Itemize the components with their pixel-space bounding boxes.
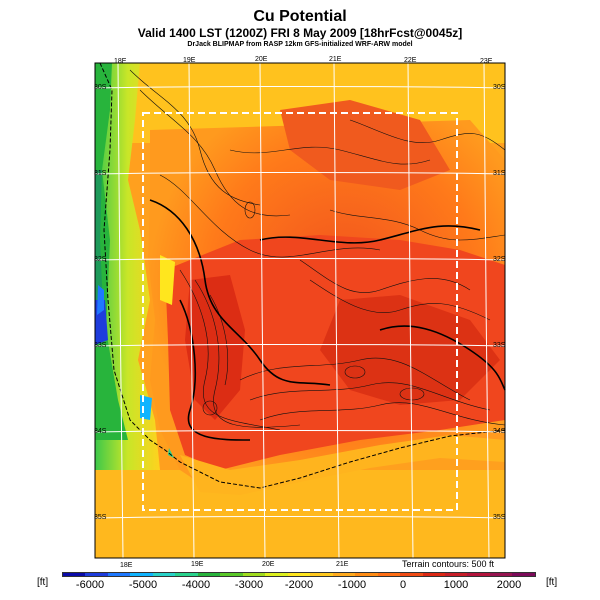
colorbar-unit-right: [ft] — [546, 577, 558, 588]
colorbar-tick-label: -3000 — [234, 579, 264, 591]
colorbar-swatch — [400, 573, 423, 576]
colorbar-tick-label: 1000 — [443, 579, 469, 591]
colorbar-tick-label: -6000 — [75, 579, 105, 591]
colorbar-swatch — [63, 573, 86, 576]
colorbar-tick-label: -1000 — [337, 579, 367, 591]
colorbar-tick-label: 2000 — [496, 579, 522, 591]
major-contours — [149, 199, 506, 441]
colorbar-tick-label: -4000 — [181, 579, 211, 591]
colorbar-swatch — [220, 573, 243, 576]
lon-label-top: 20E — [255, 56, 268, 63]
lon-label-top: 21E — [329, 56, 342, 63]
colorbar-swatch — [175, 573, 198, 576]
lat-label-right: 34S — [493, 428, 506, 435]
lat-label-right: 30S — [493, 84, 506, 91]
colorbar-swatch — [287, 573, 311, 576]
colorbar-swatch — [265, 573, 288, 576]
lat-label-left: 34S — [94, 428, 107, 435]
lon-label-bottom: 18E — [120, 562, 133, 569]
map-title: Cu Potential — [253, 8, 347, 25]
lon-label-top: 22E — [404, 57, 417, 64]
lat-label-right: 32S — [493, 256, 506, 263]
colorbar-swatch — [85, 573, 108, 576]
colorbar — [62, 572, 536, 577]
colorbar-swatch — [377, 573, 401, 576]
map-frame — [94, 62, 506, 559]
colorbar-swatch — [512, 573, 535, 576]
model-credit: DrJack BLIPMAP from RASP 12km GFS-initia… — [187, 41, 413, 48]
colorbar-swatch — [242, 573, 266, 576]
lat-label-right: 31S — [493, 170, 506, 177]
lat-label-right: 33S — [493, 342, 506, 349]
lat-label-left: 30S — [94, 84, 107, 91]
lat-label-left: 31S — [94, 170, 107, 177]
valid-time-subtitle: Valid 1400 LST (1200Z) FRI 8 May 2009 [1… — [137, 26, 463, 40]
south-coast-field — [180, 435, 505, 495]
terrain-contour-note: Terrain contours: 500 ft — [402, 559, 495, 569]
colorbar-swatch — [489, 573, 513, 576]
lon-label-bottom: 21E — [336, 561, 349, 568]
colorbar-unit-left: [ft] — [37, 577, 49, 588]
lon-label-top: 19E — [183, 57, 196, 64]
colorbar-swatch — [355, 573, 378, 576]
lat-label-left: 32S — [94, 256, 107, 263]
colorbar-swatch — [332, 573, 356, 576]
colorbar-swatch — [467, 573, 490, 576]
colorbar-swatch — [130, 573, 153, 576]
lon-label-bottom: 19E — [191, 561, 204, 568]
colorbar-swatch — [444, 573, 468, 576]
colorbar-swatch — [152, 573, 176, 576]
colorbar-swatch — [107, 573, 131, 576]
colorbar-tick-label: -5000 — [128, 579, 158, 591]
lat-label-left: 35S — [94, 514, 107, 521]
coastline — [99, 62, 506, 489]
lon-label-top: 23E — [480, 58, 493, 65]
colorbar-tick-label: -2000 — [284, 579, 314, 591]
lon-label-top: 18E — [114, 58, 127, 65]
colorbar-swatch — [197, 573, 221, 576]
colorbar-swatch — [310, 573, 333, 576]
colorbar-swatch — [422, 573, 445, 576]
lat-label-left: 33S — [94, 342, 107, 349]
colorbar-tick-label: 0 — [399, 579, 407, 591]
lon-label-bottom: 20E — [262, 561, 275, 568]
lat-label-right: 35S — [493, 514, 506, 521]
inner-domain-box — [142, 112, 458, 511]
